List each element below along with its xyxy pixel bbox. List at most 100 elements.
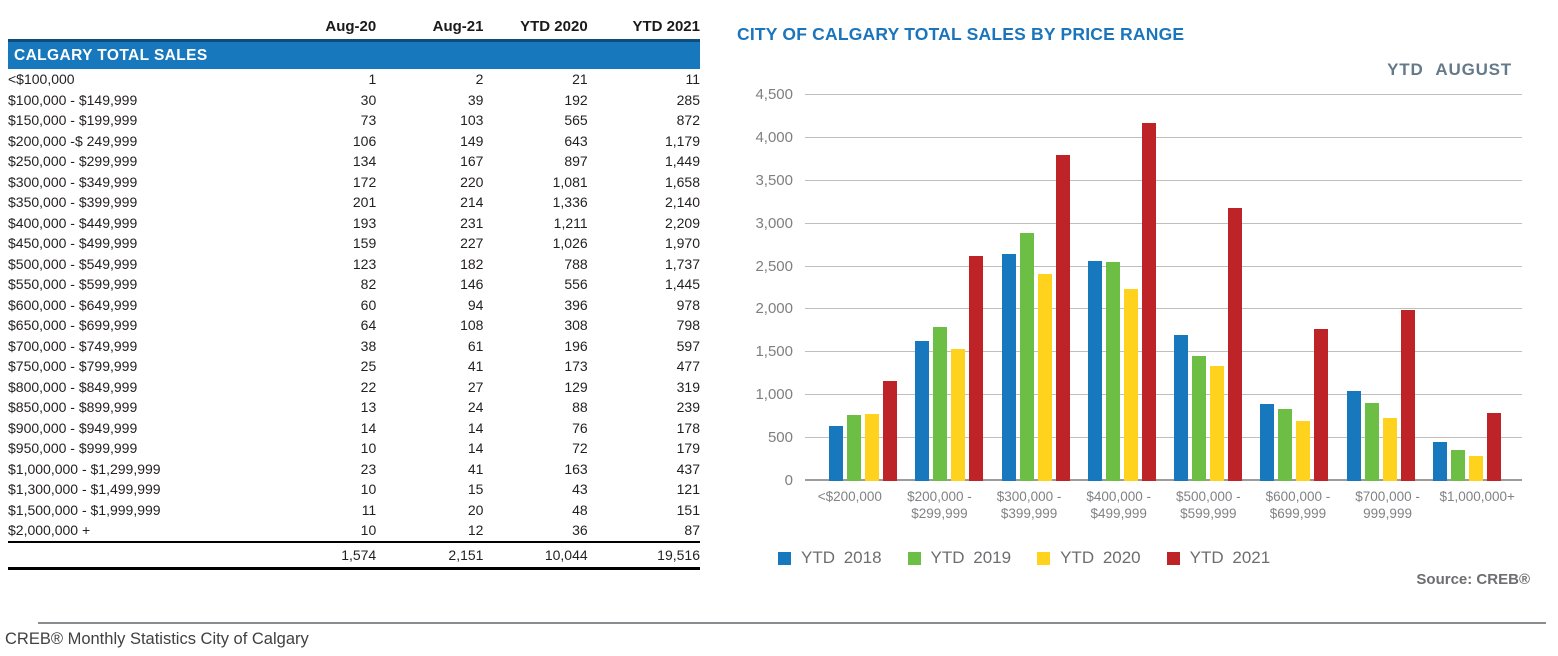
sales-value-aug-21: 108	[460, 317, 484, 333]
sales-value-ytd-2020: 1,211	[553, 214, 588, 231]
table-row: $1,500,000 - $1,999,999 11 20 48 151	[8, 500, 700, 521]
sales-value-ytd-2021: 437	[676, 460, 700, 477]
sales-value-ytd-2021: 178	[676, 419, 700, 436]
sales-value-ytd-2020: 163	[564, 460, 588, 477]
sales-value-aug-21: 167	[460, 153, 484, 169]
bar-group	[1251, 95, 1337, 481]
x-category-label-line: $699,999	[1269, 506, 1327, 521]
bar-ytd-2020	[1296, 420, 1311, 481]
sales-by-price-range-table: Aug-20 Aug-21 YTD 2020 YTD 2021 CALGARY …	[8, 18, 700, 570]
y-tick-label: 3,000	[755, 214, 793, 232]
bar-ytd-2019	[847, 415, 862, 481]
bar-ytd-2020	[1382, 418, 1397, 481]
sales-value-ytd-2020: 1,026	[552, 235, 588, 251]
price-range-label: $400,000 - $449,999	[8, 214, 138, 231]
y-tick-label: 500	[767, 429, 793, 447]
bar-ytd-2018	[1174, 335, 1189, 481]
legend-label: YTD 2019	[930, 548, 1012, 567]
table-row: $2,000,000 + 10 12 36 87	[8, 520, 700, 542]
sales-value-aug-20: 13	[360, 399, 377, 415]
price-range-label: $100,000 - $149,999	[8, 91, 138, 108]
sales-value-aug-21: 61	[467, 337, 484, 354]
price-range-label: $1,500,000 - $1,999,999	[8, 501, 161, 518]
sales-value-aug-20: 73	[360, 112, 377, 128]
sales-value-ytd-2021: 179	[676, 440, 700, 456]
x-category-label-line: $1,000,000+	[1439, 489, 1515, 504]
sales-value-aug-21: 20	[467, 501, 484, 518]
y-tick-label: 2,000	[755, 300, 793, 318]
sales-value-aug-21: 227	[460, 235, 484, 251]
sales-value-ytd-2021: 151	[676, 501, 700, 518]
sales-value-aug-20: 193	[352, 214, 377, 231]
source-credit: Source: CREB®	[1416, 571, 1530, 588]
sales-value-aug-20: 106	[352, 132, 377, 149]
sales-value-aug-21: 214	[460, 194, 484, 210]
sales-value-aug-20: 11	[361, 501, 377, 518]
x-category-label-line: $599,999	[1180, 506, 1237, 521]
bar-ytd-2021	[1141, 122, 1156, 481]
table-row: $450,000 - $499,999 159 227 1,026 1,970	[8, 233, 700, 254]
legend-swatch	[778, 551, 791, 565]
sales-value-ytd-2020: 48	[572, 501, 588, 518]
sales-value-aug-21: 103	[460, 112, 484, 128]
sales-value-ytd-2020: 308	[564, 317, 588, 333]
sales-value-ytd-2021: 121	[676, 481, 700, 497]
sales-value-ytd-2021: 239	[676, 399, 700, 415]
sales-value-ytd-2020: 1,081	[552, 173, 588, 190]
totals-label-cell	[8, 540, 304, 570]
total-ytd-2020: 10,044	[483, 540, 588, 570]
table-row: $650,000 - $699,999 64 108 308 798	[8, 315, 700, 336]
bar-ytd-2020	[1123, 289, 1138, 481]
sales-value-aug-21: 12	[467, 522, 484, 538]
table-row: <$100,000 1 2 21 11	[8, 69, 700, 90]
legend-swatch	[907, 551, 921, 565]
sales-value-aug-21: 182	[460, 255, 484, 272]
sales-value-ytd-2021: 2,209	[664, 214, 700, 231]
sales-value-ytd-2020: 643	[564, 132, 588, 149]
sales-value-aug-20: 14	[360, 419, 377, 436]
bar-ytd-2019	[933, 327, 948, 481]
bar-ytd-2021	[1486, 412, 1501, 481]
legend-item-ytd-2019: YTD 2019	[907, 548, 1012, 568]
sales-value-ytd-2020: 788	[564, 255, 588, 272]
sales-value-aug-20: 23	[360, 460, 377, 477]
chart-title: CITY OF CALGARY TOTAL SALES BY PRICE RAN…	[737, 24, 1185, 44]
y-tick-label: 1,500	[755, 343, 793, 361]
table-row: $800,000 - $849,999 22 27 129 319	[8, 377, 700, 398]
column-header-ytd-2020: YTD 2020	[520, 18, 588, 35]
bar-group	[906, 95, 992, 481]
table-row: $1,000,000 - $1,299,999 23 41 163 437	[8, 459, 700, 480]
y-tick-label: 4,500	[755, 86, 793, 103]
gridline-4000	[805, 136, 1522, 138]
legend-item-ytd-2018: YTD 2018	[778, 548, 882, 568]
sales-value-ytd-2021: 1,737	[664, 255, 700, 272]
sales-value-ytd-2020: 129	[564, 378, 588, 395]
sales-value-aug-21: 24	[467, 399, 484, 415]
y-tick-label: 4,000	[755, 128, 793, 146]
sales-value-ytd-2020: 76	[572, 419, 588, 436]
sales-value-ytd-2021: 1,449	[664, 153, 700, 169]
footer-text: CREB® Monthly Statistics City of Calgary	[5, 630, 309, 648]
x-category-label-line: $399,999	[1000, 506, 1058, 521]
sales-value-aug-21: 41	[467, 460, 484, 477]
sales-value-ytd-2021: 1,658	[664, 173, 700, 190]
y-tick-label: 3,500	[755, 171, 793, 189]
sales-value-aug-21: 41	[467, 358, 484, 374]
sales-value-aug-21: 94	[467, 296, 484, 313]
bar-ytd-2021	[883, 380, 898, 481]
sales-value-aug-20: 64	[360, 317, 377, 333]
sales-value-aug-20: 159	[352, 235, 377, 251]
sales-value-ytd-2020: 556	[564, 276, 588, 292]
sales-value-ytd-2020: 897	[564, 153, 588, 169]
table-row: $850,000 - $899,999 13 24 88 239	[8, 397, 700, 418]
bar-ytd-2018	[1346, 390, 1361, 481]
table-row: $250,000 - $299,999 134 167 897 1,449	[8, 151, 700, 172]
sales-value-aug-20: 60	[360, 296, 377, 313]
sales-value-aug-20: 22	[360, 378, 377, 395]
x-axis-category-labels: <$200,000 $200,000 - $299,999 $300,000 - $39…	[805, 488, 1522, 522]
table-row: $750,000 - $799,999 25 41 173 477	[8, 356, 700, 377]
table-row: $100,000 - $149,999 30 39 192 285	[8, 90, 700, 111]
price-range-label: $850,000 - $899,999	[8, 399, 138, 415]
gridline-4500	[805, 94, 1522, 95]
sales-value-aug-20: 123	[352, 255, 377, 272]
